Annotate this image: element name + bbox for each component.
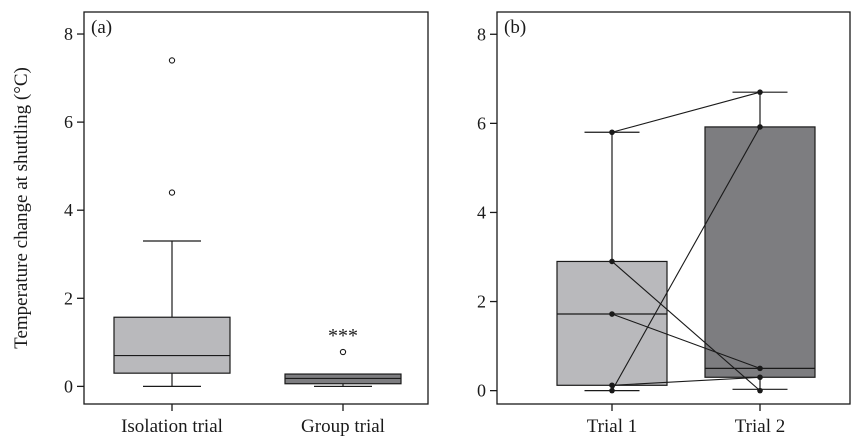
trial2-point <box>757 365 763 372</box>
outlier-point <box>168 57 176 64</box>
y-tick-label: 2 <box>64 288 73 308</box>
pair-connector-line <box>611 91 761 133</box>
x-category-label: Isolation trial <box>121 416 223 436</box>
panel-b: 0 2 4 6 8 Trial 1 Trial 2 (b) <box>477 11 851 436</box>
trial1-point <box>609 129 615 136</box>
pair-connector-line <box>611 261 761 392</box>
panel-label: (b) <box>504 17 526 38</box>
trial2-point <box>757 374 763 381</box>
panel-label: (a) <box>91 17 112 38</box>
significance-annotation: *** <box>328 325 358 347</box>
trial1-point <box>609 387 615 394</box>
y-tick-label: 8 <box>64 24 73 44</box>
y-tick-label: 0 <box>64 376 73 396</box>
boxplot-1 <box>113 57 231 387</box>
iqr-box <box>704 126 816 378</box>
x-category-label: Trial 1 <box>587 416 638 436</box>
y-axis-label: Temperature change at shuttling (°C) <box>11 67 32 349</box>
outlier-point <box>168 189 176 196</box>
pair-connector-line <box>611 313 761 369</box>
y-tick-label: 4 <box>477 202 486 222</box>
boxplot-2: *** <box>284 325 402 387</box>
y-tick-label: 2 <box>477 292 486 312</box>
y-tick-label: 6 <box>64 112 73 132</box>
trial2-point <box>757 89 763 95</box>
trial1-point <box>609 311 615 317</box>
paired-points <box>609 89 763 394</box>
x-category-label: Group trial <box>301 416 385 436</box>
panel-a: 0 2 4 6 8 Isolation trial Group trial (a) Temper… <box>11 11 429 436</box>
trial2-point <box>757 124 763 130</box>
boxplot-2 <box>704 91 816 390</box>
plot-frame <box>83 11 429 405</box>
pair-connector-line <box>611 376 761 386</box>
trial2-point <box>757 387 763 394</box>
iqr-box <box>556 260 668 386</box>
iqr-box <box>113 316 231 374</box>
trial1-point <box>609 258 615 265</box>
outlier-point <box>339 348 347 356</box>
y-tick-label: 4 <box>64 200 73 220</box>
y-tick-label: 8 <box>477 24 486 44</box>
y-tick-label: 6 <box>477 113 486 133</box>
x-category-label: Trial 2 <box>735 416 786 436</box>
plot-frame <box>496 11 851 405</box>
boxplot-1 <box>556 131 668 392</box>
trial1-point <box>609 382 615 389</box>
pair-connector-line <box>611 126 761 391</box>
y-tick-label: 0 <box>477 381 486 401</box>
